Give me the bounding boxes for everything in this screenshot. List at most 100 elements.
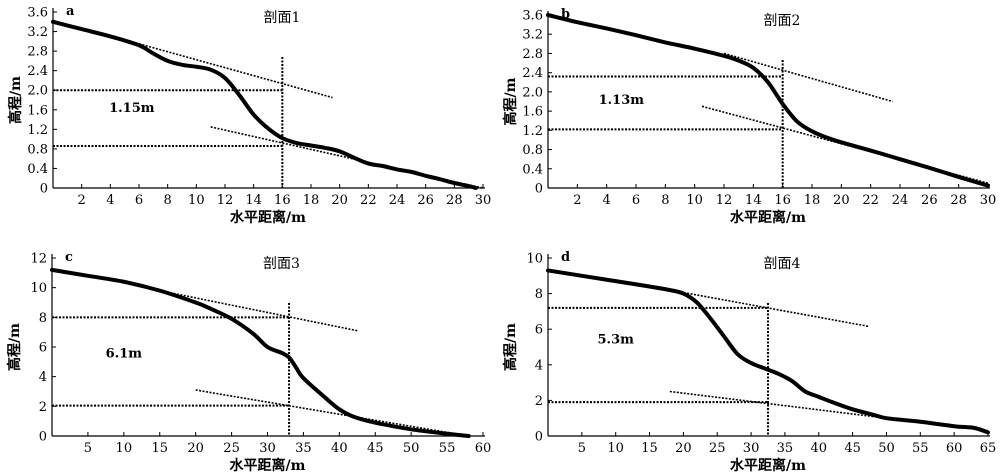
y-tick-label: 2.4 (27, 64, 48, 79)
y-tick-label: 3.6 (27, 6, 48, 21)
x-tick-label: 20 (833, 193, 850, 208)
x-tick-label: 6 (135, 193, 143, 208)
x-tick-label: 60 (475, 441, 492, 456)
x-tick-label: 24 (389, 193, 406, 208)
y-tick-label: 2 (535, 394, 543, 409)
x-tick-label: 10 (188, 193, 205, 208)
y-axis-title: 高程/m (7, 76, 24, 124)
profile-line (50, 267, 471, 438)
panel-letter: d (561, 250, 570, 265)
x-tick-label: 5 (84, 441, 92, 456)
x-tick-label: 30 (259, 441, 276, 456)
x-tick-label: 55 (439, 441, 456, 456)
x-tick-label: 10 (116, 441, 133, 456)
y-tick-label: 10 (526, 252, 543, 267)
x-tick-label: 16 (274, 193, 291, 208)
x-tick-label: 30 (980, 193, 997, 208)
y-axis-title: 高程/m (502, 77, 519, 125)
y-tick-label: 2.8 (522, 47, 543, 62)
x-tick-label: 40 (331, 441, 348, 456)
x-tick-label: 2 (573, 193, 581, 208)
x-tick-label: 60 (946, 441, 963, 456)
x-tick-label: 26 (417, 193, 434, 208)
panel-title: 剖面2 (764, 13, 801, 29)
x-tick-label: 28 (446, 193, 463, 208)
y-tick-label: 12 (30, 252, 47, 267)
x-axis-title: 水平距离/m (230, 457, 306, 474)
x-tick-label: 30 (743, 441, 760, 456)
panel-letter: c (65, 250, 73, 265)
panel-letter: a (66, 4, 75, 19)
x-tick-label: 25 (223, 441, 240, 456)
x-tick-label: 40 (810, 441, 827, 456)
y-tick-label: 1.2 (522, 124, 543, 139)
x-tick-label: 26 (921, 193, 938, 208)
y-tick-label: 8 (39, 311, 47, 326)
slope-tangent-line (669, 289, 870, 328)
x-tick-label: 4 (603, 193, 611, 208)
x-tick-label: 24 (892, 193, 909, 208)
y-tick-label: 3.2 (27, 25, 48, 40)
y-tick-label: 0.8 (27, 142, 48, 157)
x-tick-label: 16 (774, 193, 791, 208)
x-tick-label: 14 (245, 193, 262, 208)
x-tick-label: 10 (607, 441, 624, 456)
height-difference-label: 1.15m (109, 101, 155, 116)
slope-tangent-line (195, 389, 469, 437)
x-tick-label: 12 (716, 193, 733, 208)
x-tick-label: 14 (745, 193, 762, 208)
y-axis-title: 高程/m (6, 323, 23, 371)
y-tick-label: 2.0 (27, 84, 48, 99)
x-tick-label: 2 (78, 193, 86, 208)
panel-title: 剖面1 (264, 10, 301, 26)
x-tick-label: 20 (331, 193, 348, 208)
x-tick-label: 35 (777, 441, 794, 456)
y-tick-label: 1.6 (522, 105, 543, 120)
y-tick-label: 0.4 (27, 162, 48, 177)
x-tick-label: 50 (878, 441, 895, 456)
panel-letter: b (561, 7, 570, 22)
chart-panel-a: 2 4 6 8 10 12 14 16 18 20 22 24 26 28 3000.40.81.21.62… (7, 4, 491, 226)
x-axis-title: 水平距离/m (230, 209, 306, 226)
x-tick-label: 15 (151, 441, 168, 456)
x-tick-label: 45 (844, 441, 861, 456)
profile-line (546, 13, 990, 188)
y-tick-label: 10 (30, 281, 47, 296)
x-tick-label: 20 (187, 441, 204, 456)
x-tick-label: 50 (403, 441, 420, 456)
x-tick-label: 20 (675, 441, 692, 456)
y-tick-label: 2.4 (522, 66, 543, 81)
panel-title: 剖面4 (764, 256, 801, 272)
x-axis-title: 水平距离/m (730, 457, 806, 474)
slope-tangent-line (723, 52, 893, 103)
slope-tangent-line (159, 289, 358, 332)
x-tick-label: 22 (862, 193, 879, 208)
x-tick-label: 5 (578, 441, 586, 456)
y-tick-label: 2.0 (522, 85, 543, 100)
y-tick-label: 4 (39, 370, 47, 385)
x-tick-label: 25 (709, 441, 726, 456)
x-tick-label: 55 (912, 441, 929, 456)
x-tick-label: 10 (686, 193, 703, 208)
x-tick-label: 12 (217, 193, 234, 208)
x-axis-title: 水平距离/m (730, 209, 806, 226)
y-tick-label: 3.2 (522, 28, 543, 43)
x-tick-label: 8 (661, 193, 669, 208)
x-tick-label: 18 (303, 193, 320, 208)
profile-line (546, 268, 990, 435)
y-tick-label: 1.2 (27, 123, 48, 138)
y-tick-label: 0 (535, 182, 543, 197)
y-tick-label: 3.6 (522, 9, 543, 24)
y-tick-label: 6 (535, 323, 543, 338)
chart-panel-b: 2 4 6 8 10 12 14 16 18 20 22 24 26 28 3000.40.81.21.62… (502, 7, 996, 226)
x-tick-label: 30 (475, 193, 492, 208)
x-tick-label: 35 (295, 441, 312, 456)
y-tick-label: 0.8 (522, 143, 543, 158)
profile-line (51, 19, 478, 190)
y-tick-label: 4 (535, 358, 543, 373)
height-difference-label: 6.1m (106, 346, 143, 361)
y-tick-label: 8 (535, 287, 543, 302)
y-tick-label: 2.8 (27, 45, 48, 60)
y-tick-label: 1.6 (27, 103, 48, 118)
